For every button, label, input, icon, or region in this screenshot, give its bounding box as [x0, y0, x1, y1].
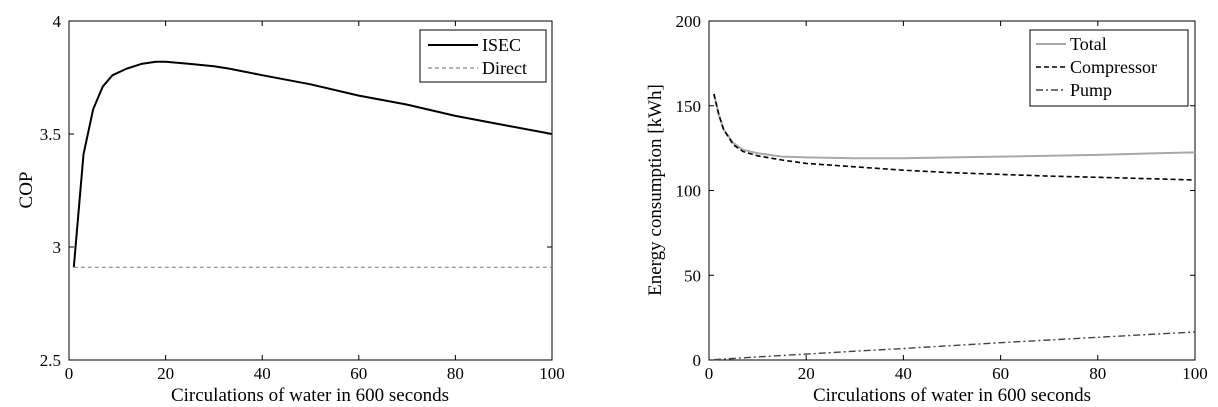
x-tick-label: 0: [65, 364, 74, 383]
y-tick-label: 3: [53, 238, 62, 257]
y-tick-label: 0: [693, 351, 702, 370]
legend-label-pump: Pump: [1070, 80, 1112, 100]
x-tick-label: 40: [895, 364, 912, 383]
legend-label-total: Total: [1070, 34, 1107, 54]
series-line-total: [712, 93, 1196, 160]
chart-left: 0 20 40 60 80 100 2.5 3 3.5 4 Circulations of wa…: [16, 12, 565, 406]
x-tick-label: 100: [1182, 364, 1208, 383]
x-tick-label: 40: [254, 364, 271, 383]
chart-left-y-ticks: 2.5 3 3.5 4: [40, 12, 552, 370]
chart-right-y-axis-label: Energy consumption [kWh]: [645, 84, 666, 296]
chart-right-series: [712, 93, 1196, 361]
legend-label-direct: Direct: [482, 58, 527, 78]
y-tick-label: 100: [676, 182, 702, 201]
chart-left-series: [72, 60, 553, 268]
x-tick-label: 60: [350, 364, 367, 383]
chart-right-y-ticks: 0 50 100 150 200: [676, 12, 1195, 370]
legend-label-isec: ISEC: [482, 35, 521, 55]
y-tick-label: 3.5: [40, 125, 61, 144]
chart-left-y-axis-label: COP: [16, 172, 37, 209]
y-tick-label: 50: [684, 266, 701, 285]
x-tick-label: 20: [798, 364, 815, 383]
chart-right-legend-box: [1029, 29, 1189, 107]
chart-left-x-ticks: 0 20 40 60 80 100: [65, 21, 565, 383]
x-tick-label: 60: [992, 364, 1009, 383]
y-tick-label: 200: [676, 12, 702, 31]
series-line-compressor: [713, 93, 1196, 181]
y-tick-label: 150: [676, 97, 702, 116]
legend-label-compressor: Compressor: [1070, 57, 1157, 77]
chart-left-x-axis-label: Circulations of water in 600 seconds: [171, 385, 449, 406]
x-tick-label: 80: [447, 364, 464, 383]
x-tick-label: 20: [157, 364, 174, 383]
chart-right: 0 20 40 60 80 100 0 50 100 150 200 Circulations o…: [645, 12, 1208, 406]
y-tick-label: 4: [53, 12, 62, 31]
series-line-isec: [72, 60, 553, 268]
x-tick-label: 100: [539, 364, 565, 383]
y-tick-label: 2.5: [40, 351, 61, 370]
x-tick-label: 80: [1089, 364, 1106, 383]
chart-right-legend: Total Compressor Pump: [1029, 29, 1189, 107]
chart-right-x-ticks: 0 20 40 60 80 100: [705, 21, 1208, 383]
x-tick-label: 0: [705, 364, 714, 383]
chart-left-legend: ISEC Direct: [419, 29, 547, 83]
series-line-pump: [713, 331, 1196, 361]
chart-left-legend-box: [419, 29, 547, 83]
chart-right-x-axis-label: Circulations of water in 600 seconds: [813, 385, 1091, 406]
chart-left-plot-area: [68, 20, 553, 361]
